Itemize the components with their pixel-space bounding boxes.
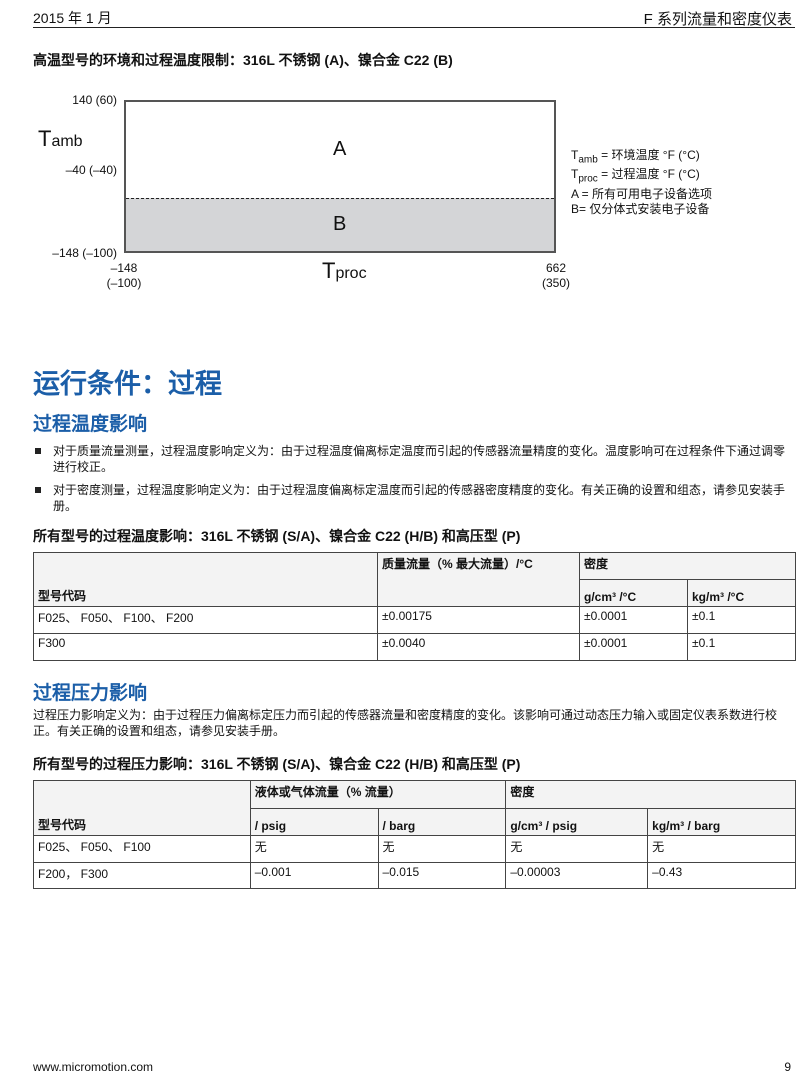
cell: ±0.0001 xyxy=(579,606,688,634)
header-doc-title: F 系列流量和密度仪表 xyxy=(643,11,792,28)
col-density-psig: g/cm³ / psig xyxy=(505,808,649,836)
temp-table-title: 所有型号的过程温度影响：316L 不锈钢 (S/A)、镍合金 C22 (H/B)… xyxy=(33,528,521,544)
cell: 无 xyxy=(505,835,649,863)
x-tick: 662 (350) xyxy=(541,261,570,290)
cell: ±0.1 xyxy=(687,606,796,634)
cell: –0.43 xyxy=(647,862,796,889)
bullet-item: 对于密度测量，过程温度影响定义为：由于过程温度偏离标定温度而引起的传感器密度精度… xyxy=(33,482,793,514)
col-density-gcm3: g/cm³ /°C xyxy=(579,579,688,607)
cell: ±0.1 xyxy=(687,633,796,661)
col-model: 型号代码 xyxy=(33,780,251,836)
table-row: F025、 F050、 F100、 F200 ±0.00175 ±0.0001 ±0.… xyxy=(33,606,796,634)
temp-effect-table: 型号代码 质量流量（% 最大流量）/°C 密度 g/cm³ /°C kg/m³ … xyxy=(33,552,796,661)
col-flow-psig: / psig xyxy=(249,808,379,836)
footer-url[interactable]: www.micromotion.com xyxy=(33,1060,154,1074)
temp-heading: 过程温度影响 xyxy=(33,414,148,435)
legend-item: Tproc = 过程温度 °F (°C) xyxy=(571,167,700,185)
header-date: 2015 年 1 月 xyxy=(33,10,112,26)
col-density-barg: kg/m³ / barg xyxy=(647,808,796,836)
pressure-description: 过程压力影响定义为：由于过程压力偏离标定压力而引起的传感器流量和密度精度的变化。… xyxy=(33,708,778,738)
y-axis-label: Tamb xyxy=(38,126,83,151)
header-rule xyxy=(33,27,795,28)
col-flow-barg: / barg xyxy=(377,808,507,836)
chart-title: 高温型号的环境和过程温度限制：316L 不锈钢 (A)、镍合金 C22 (B) xyxy=(33,52,453,68)
temperature-chart: A B xyxy=(124,100,556,253)
y-tick: –40 (–40) xyxy=(65,163,117,177)
legend-item: Tamb = 环境温度 °F (°C) xyxy=(571,148,700,166)
region-a-label: A xyxy=(333,138,347,160)
legend-item: A = 所有可用电子设备选项 xyxy=(571,186,713,201)
region-b: B xyxy=(126,198,554,251)
y-tick: –148 (–100) xyxy=(52,246,117,260)
cell: –0.00003 xyxy=(505,862,649,889)
pressure-effect-table: 型号代码 液体或气体流量（% 流量） 密度 / psig / barg g/cm… xyxy=(33,780,796,889)
chart-legend: Tamb = 环境温度 °F (°C) Tproc = 过程温度 °F (°C)… xyxy=(571,148,712,217)
cell: 无 xyxy=(249,835,379,863)
cell: ±0.0001 xyxy=(579,633,688,661)
col-density: 密度 xyxy=(505,780,796,809)
cell: F025、 F050、 F100、 F200 xyxy=(33,606,378,634)
table-row: F300 ±0.0040 ±0.0001 ±0.1 xyxy=(33,633,796,661)
region-b-label: B xyxy=(333,213,347,235)
pressure-table-title: 所有型号的过程压力影响：316L 不锈钢 (S/A)、镍合金 C22 (H/B)… xyxy=(33,756,521,772)
cell: 无 xyxy=(377,835,507,863)
cell: ±0.0040 xyxy=(377,633,580,661)
table-row: F025、 F050、 F100 无无无无 xyxy=(33,835,796,863)
legend-item: B= 仅分体式安装电子设备 xyxy=(571,201,710,216)
col-density-kgm3: kg/m³ /°C xyxy=(687,579,796,607)
x-axis-label: Tproc xyxy=(322,258,367,283)
col-flow: 液体或气体流量（% 流量） xyxy=(249,780,507,809)
cell: –0.001 xyxy=(249,862,379,889)
table-row: F200， F300 –0.001 –0.015 –0.00003 –0.43 xyxy=(33,862,796,889)
col-mass-flow: 质量流量（% 最大流量）/°C xyxy=(377,552,580,607)
cell: 无 xyxy=(647,835,796,863)
y-tick: 140 (60) xyxy=(72,93,117,107)
cell: ±0.00175 xyxy=(377,606,580,634)
cell: F200， F300 xyxy=(33,862,251,889)
col-model: 型号代码 xyxy=(33,552,378,607)
page-number: 9 xyxy=(784,1060,791,1074)
cell: F025、 F050、 F100 xyxy=(33,835,251,863)
col-density: 密度 xyxy=(579,552,796,580)
pressure-heading: 过程压力影响 xyxy=(33,683,148,704)
bullet-item: 对于质量流量测量，过程温度影响定义为：由于过程温度偏离标定温度而引起的传感器流量… xyxy=(33,443,793,475)
cell: F300 xyxy=(33,633,378,661)
section-title: 运行条件：过程 xyxy=(33,369,222,399)
cell: –0.015 xyxy=(377,862,507,889)
x-tick: –148 (–100) xyxy=(106,261,142,290)
